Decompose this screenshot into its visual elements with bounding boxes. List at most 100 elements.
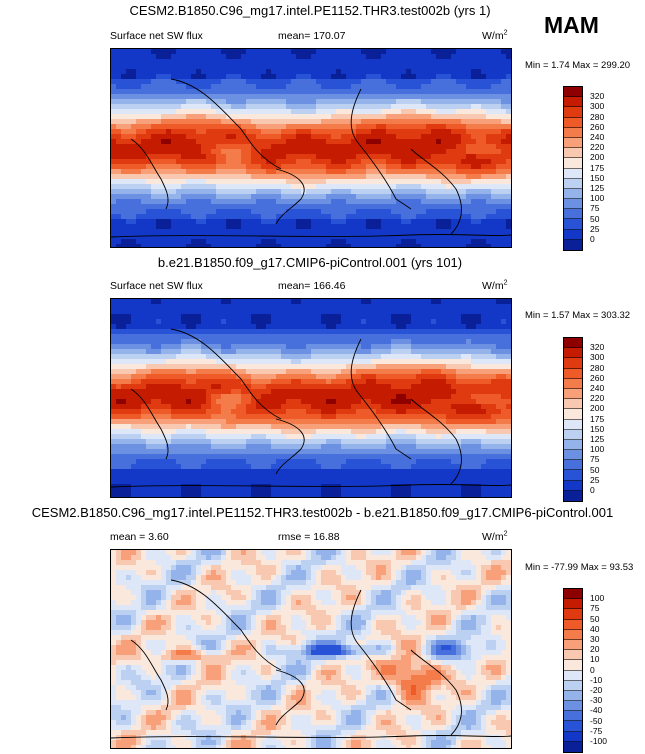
colorbar-box bbox=[564, 188, 582, 200]
colorbar-tick-label: 10 bbox=[590, 654, 600, 665]
colorbar-tick-label: -20 bbox=[590, 685, 603, 695]
panel-3-map bbox=[110, 549, 512, 749]
colorbar-box bbox=[564, 158, 582, 169]
colorbar-tick-label: 50 bbox=[590, 613, 600, 624]
colorbar-box bbox=[564, 338, 582, 349]
colorbar-box bbox=[564, 639, 582, 651]
colorbar-tick-label: 40 bbox=[590, 623, 600, 634]
colorbar-tick-label: 260 bbox=[590, 372, 605, 383]
colorbar-tick-label: 220 bbox=[590, 393, 605, 404]
colorbar-box bbox=[564, 97, 582, 108]
colorbar-tick-label: 50 bbox=[590, 464, 600, 475]
colorbar-tick-label: 280 bbox=[590, 111, 605, 122]
panel-3-rmse: rmse = 16.88 bbox=[278, 531, 340, 543]
colorbar-box bbox=[564, 650, 582, 661]
panel-2-map bbox=[110, 298, 512, 498]
colorbar-box bbox=[564, 168, 582, 179]
colorbar-tick-label: 0 bbox=[590, 485, 595, 495]
colorbar-tick-label: 200 bbox=[590, 152, 605, 163]
colorbar-tick-label: 240 bbox=[590, 132, 605, 142]
colorbar-box bbox=[564, 239, 582, 250]
panel-3-colorbar bbox=[563, 588, 583, 753]
panel-2-title: b.e21.B1850.f09_g17.CMIP6-piControl.001 … bbox=[157, 255, 463, 270]
colorbar-box bbox=[564, 419, 582, 430]
colorbar-box bbox=[564, 358, 582, 369]
colorbar-tick-label: 280 bbox=[590, 362, 605, 373]
colorbar-box bbox=[564, 450, 582, 461]
colorbar-box bbox=[564, 460, 582, 471]
colorbar-box bbox=[564, 609, 582, 620]
colorbar-box bbox=[564, 690, 582, 702]
colorbar-tick-label: 100 bbox=[590, 193, 605, 204]
colorbar-box bbox=[564, 429, 582, 440]
colorbar-tick-label: 75 bbox=[590, 203, 600, 214]
colorbar-tick-label: -10 bbox=[590, 674, 603, 685]
colorbar-box bbox=[564, 199, 582, 210]
colorbar-tick-label: -40 bbox=[590, 705, 603, 716]
colorbar-box bbox=[564, 660, 582, 671]
colorbar-box bbox=[564, 137, 582, 149]
colorbar-box bbox=[564, 378, 582, 389]
colorbar-tick-label: 300 bbox=[590, 101, 605, 112]
colorbar-tick-label: 125 bbox=[590, 434, 605, 444]
panel-3-min-max: Min = -77.99 Max = 93.53 bbox=[525, 562, 634, 573]
colorbar-box bbox=[564, 629, 582, 640]
panel-1-mean: mean= 170.07 bbox=[278, 30, 346, 42]
panel-1-map-field bbox=[111, 49, 511, 247]
panel-3-title: CESM2.B1850.C96_mg17.intel.PE1152.THR3.t… bbox=[31, 505, 614, 520]
colorbar-tick-label: -100 bbox=[590, 736, 608, 746]
colorbar-box bbox=[564, 219, 582, 230]
panel-3-mean: mean = 3.60 bbox=[110, 531, 169, 543]
colorbar-tick-label: 240 bbox=[590, 383, 605, 393]
colorbar-box bbox=[564, 178, 582, 189]
colorbar-box bbox=[564, 599, 582, 610]
colorbar-tick-label: 75 bbox=[590, 603, 600, 614]
colorbar-box bbox=[564, 229, 582, 240]
colorbar-tick-label: 0 bbox=[590, 234, 595, 244]
colorbar-box bbox=[564, 721, 582, 732]
panel-2-units: W/m2 bbox=[482, 279, 508, 293]
colorbar-tick-label: 150 bbox=[590, 172, 605, 183]
colorbar-box bbox=[564, 348, 582, 359]
colorbar-box bbox=[564, 368, 582, 379]
colorbar-box bbox=[564, 87, 582, 98]
season-label: MAM bbox=[544, 12, 599, 38]
colorbar-box bbox=[564, 439, 582, 451]
panel-2-field-label: Surface net SW flux bbox=[110, 280, 203, 292]
colorbar-tick-label: -50 bbox=[590, 715, 603, 726]
colorbar-box bbox=[564, 209, 582, 220]
colorbar-tick-label: 50 bbox=[590, 213, 600, 224]
colorbar-box bbox=[564, 388, 582, 400]
colorbar-box bbox=[564, 470, 582, 481]
colorbar-tick-label: 25 bbox=[590, 474, 600, 485]
colorbar-box bbox=[564, 731, 582, 742]
colorbar-tick-label: 75 bbox=[590, 454, 600, 465]
colorbar-tick-label: 320 bbox=[590, 342, 605, 353]
colorbar-tick-label: 100 bbox=[590, 593, 605, 604]
colorbar-tick-label: 200 bbox=[590, 403, 605, 414]
colorbar-box bbox=[564, 701, 582, 712]
colorbar-box bbox=[564, 711, 582, 722]
panel-1-min-max: Min = 1.74 Max = 299.20 bbox=[525, 60, 631, 71]
colorbar-box bbox=[564, 117, 582, 128]
panel-2-map-field bbox=[111, 299, 511, 497]
colorbar-box bbox=[564, 148, 582, 159]
colorbar-tick-label: 320 bbox=[590, 91, 605, 102]
colorbar-tick-label: 260 bbox=[590, 121, 605, 132]
colorbar-tick-label: 175 bbox=[590, 413, 605, 424]
colorbar-tick-label: 300 bbox=[590, 352, 605, 363]
colorbar-box bbox=[564, 480, 582, 491]
colorbar-box bbox=[564, 741, 582, 752]
panel-1-colorbar bbox=[563, 86, 583, 251]
colorbar-tick-label: -30 bbox=[590, 695, 603, 706]
colorbar-tick-label: 100 bbox=[590, 444, 605, 455]
colorbar-box bbox=[564, 399, 582, 410]
colorbar-tick-label: 25 bbox=[590, 223, 600, 234]
colorbar-box bbox=[564, 680, 582, 691]
colorbar-tick-label: 30 bbox=[590, 634, 600, 644]
panel-1-field-label: Surface net SW flux bbox=[110, 30, 203, 42]
colorbar-box bbox=[564, 107, 582, 118]
colorbar-tick-label: 0 bbox=[590, 664, 595, 675]
panel-1-units: W/m2 bbox=[482, 29, 508, 43]
colorbar-box bbox=[564, 127, 582, 138]
